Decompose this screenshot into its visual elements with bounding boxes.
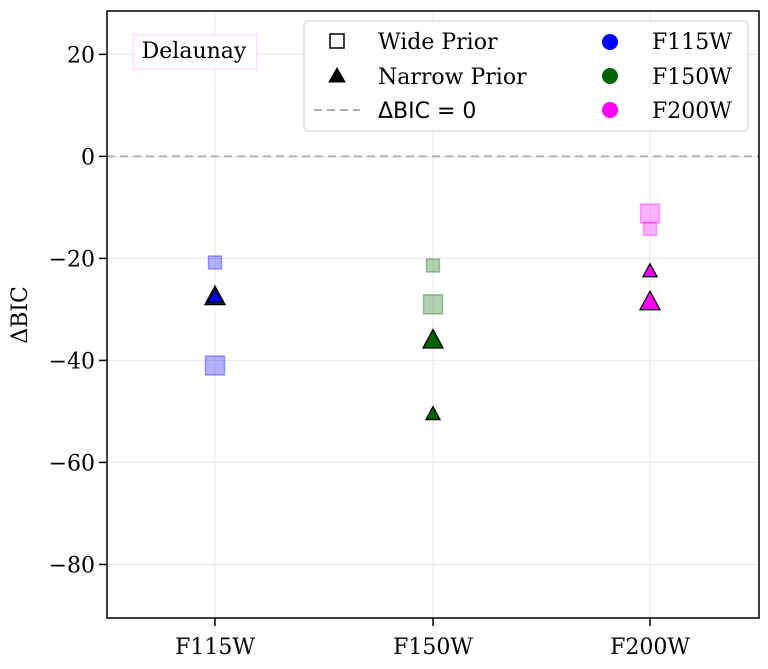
f150w-wide-prior-point: [425, 258, 441, 273]
y-tick-label: −60: [49, 451, 95, 476]
legend-f200w-dot: [602, 102, 618, 118]
legend-narrow-prior-label: Narrow Prior: [378, 65, 527, 90]
f150w-narrow-prior-point: [424, 405, 442, 421]
legend-f115w-label: F115W: [652, 30, 732, 55]
legend-frame: [303, 20, 749, 132]
legend: Wide Prior Narrow Prior ΔBIC = 0 F115W F…: [303, 20, 749, 132]
y-tick-label: −80: [49, 553, 95, 578]
f200w-narrow-prior-point: [641, 262, 659, 278]
f115w-wide-prior-point: [207, 255, 223, 270]
y-tick-label: −20: [49, 247, 95, 272]
legend-narrow-prior-marker: [328, 66, 346, 83]
legend-f150w-label: F150W: [652, 65, 732, 90]
y-axis-label: ΔBIC: [8, 286, 33, 344]
legend-wide-prior-marker: [329, 33, 345, 49]
data-markers: [203, 203, 662, 421]
x-tick-label: F115W: [175, 635, 255, 660]
f200w-wide-prior-point: [642, 221, 658, 237]
annotation-text: Delaunay: [142, 39, 247, 64]
legend-wide-prior-label: Wide Prior: [378, 30, 498, 55]
y-tick-label: 20: [67, 43, 95, 68]
legend-zero-line-label: ΔBIC = 0: [378, 99, 476, 124]
f200w-wide-prior-point: [639, 203, 661, 224]
f115w-wide-prior-point: [204, 355, 226, 376]
f115w-narrow-prior-point: [206, 287, 224, 303]
f150w-wide-prior-point: [422, 294, 444, 315]
axis-ticks: 20 0 −20 −40 −60 −80 F115W F150W F200W: [49, 43, 691, 660]
legend-f200w-label: F200W: [652, 99, 732, 124]
legend-f150w-dot: [602, 68, 618, 84]
y-tick-label: 0: [81, 145, 95, 170]
x-tick-label: F200W: [610, 635, 690, 660]
annotation-box: Delaunay: [132, 34, 258, 70]
f200w-narrow-prior-point: [638, 289, 662, 311]
f150w-narrow-prior-point: [421, 328, 445, 349]
legend-f115w-dot: [602, 34, 618, 50]
y-tick-label: −40: [49, 349, 95, 374]
x-tick-label: F150W: [393, 635, 473, 660]
